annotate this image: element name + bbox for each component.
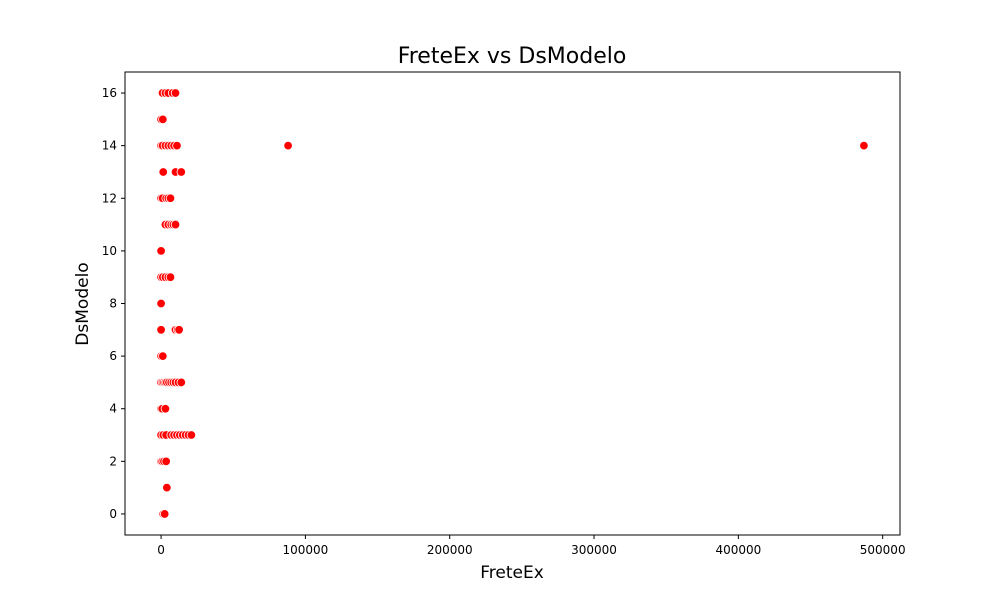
y-axis-ticks: 0 2 4 6 8 10 12 14 16 bbox=[102, 86, 125, 521]
data-point bbox=[165, 272, 176, 282]
data-point bbox=[859, 140, 869, 151]
data-point bbox=[158, 351, 168, 361]
data-point bbox=[162, 482, 172, 493]
data-point bbox=[172, 140, 182, 151]
y-tick-label: 10 bbox=[102, 244, 117, 258]
y-tick-label: 14 bbox=[102, 139, 117, 153]
y-tick-label: 6 bbox=[109, 349, 117, 363]
data-point bbox=[161, 456, 171, 467]
data-point bbox=[158, 167, 168, 177]
data-point bbox=[174, 325, 184, 335]
data-point bbox=[283, 140, 293, 151]
data-point bbox=[160, 404, 171, 414]
y-tick-label: 12 bbox=[102, 191, 117, 205]
x-tick-label: 0 bbox=[157, 543, 165, 557]
y-tick-label: 0 bbox=[109, 507, 117, 521]
y-tick-label: 16 bbox=[102, 86, 117, 100]
data-point bbox=[156, 325, 166, 335]
data-point bbox=[170, 219, 181, 230]
y-tick-label: 4 bbox=[109, 402, 117, 416]
plot-area bbox=[156, 88, 869, 519]
x-tick-label: 500000 bbox=[860, 543, 906, 557]
x-tick-label: 300000 bbox=[571, 543, 617, 557]
chart-title: FreteEx vs DsModelo bbox=[398, 44, 627, 69]
y-tick-label: 2 bbox=[109, 454, 117, 468]
data-point bbox=[156, 246, 166, 256]
data-point bbox=[176, 167, 186, 177]
data-point bbox=[176, 377, 186, 388]
x-tick-label: 200000 bbox=[427, 543, 473, 557]
y-axis-title: DsModelo bbox=[73, 262, 93, 345]
data-point bbox=[165, 193, 176, 203]
x-axis-title: FreteEx bbox=[480, 563, 544, 583]
data-point bbox=[158, 114, 168, 125]
data-point bbox=[156, 298, 166, 309]
axes-frame bbox=[124, 71, 901, 536]
x-tick-label: 400000 bbox=[715, 543, 761, 557]
y-tick-label: 8 bbox=[109, 297, 117, 311]
data-point bbox=[186, 430, 197, 440]
x-axis-ticks: 0 100000 200000 300000 400000 500000 bbox=[157, 535, 906, 557]
data-point bbox=[170, 88, 181, 98]
data-point bbox=[159, 509, 170, 519]
x-tick-label: 100000 bbox=[282, 543, 328, 557]
